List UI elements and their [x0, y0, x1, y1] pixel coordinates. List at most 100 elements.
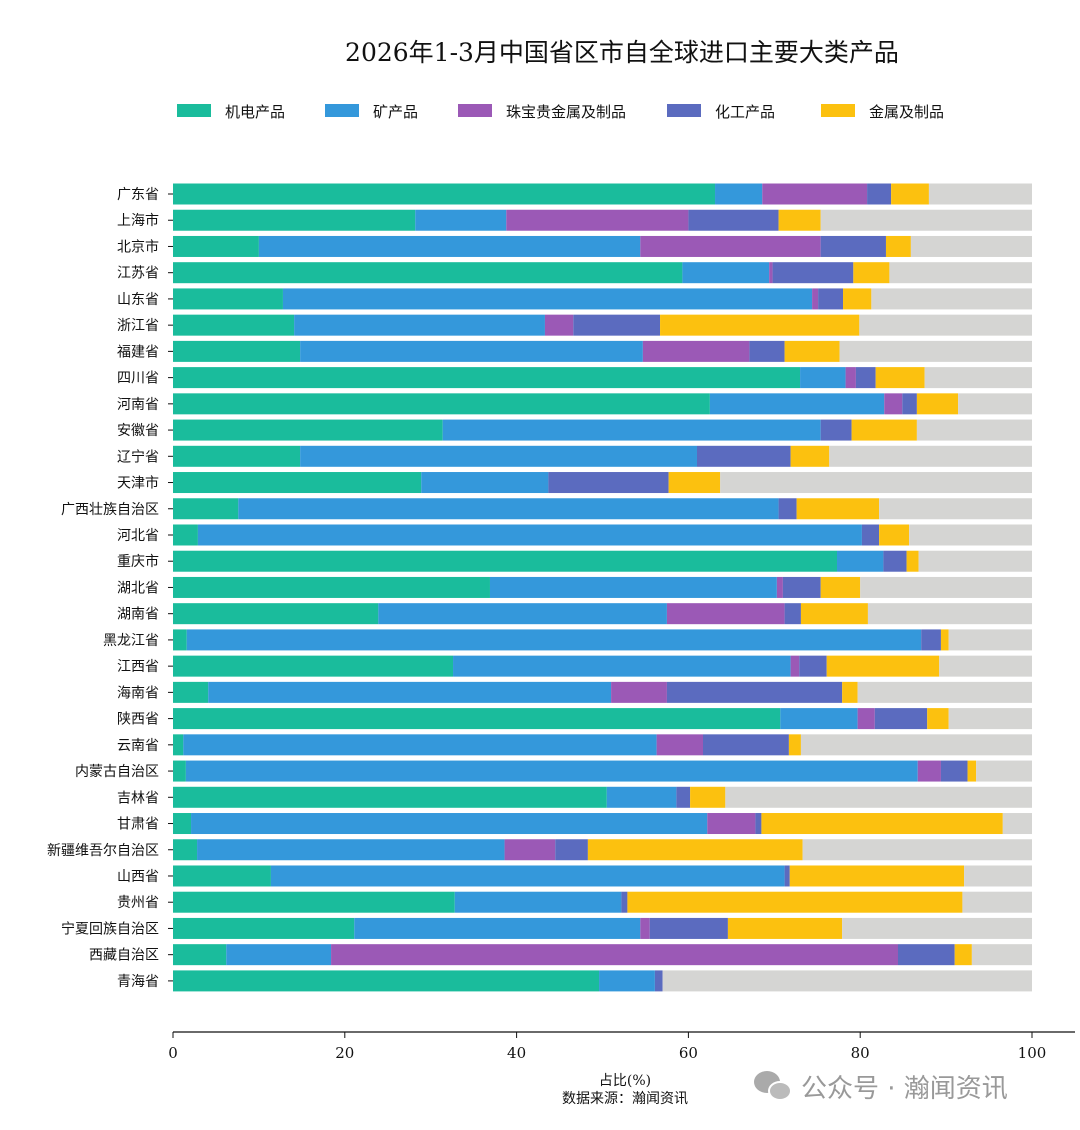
bar-segment — [812, 288, 819, 310]
bar-segment — [845, 367, 856, 389]
bar-remainder — [871, 288, 1032, 310]
y-tick-label: 西藏自治区 — [89, 948, 159, 964]
legend-label: 化工产品 — [715, 103, 775, 121]
bar-segment — [875, 367, 925, 389]
legend-swatch — [325, 104, 359, 117]
bar-segment — [587, 839, 803, 861]
bar-segment — [778, 498, 797, 520]
y-tick-label: 内蒙古自治区 — [75, 764, 159, 780]
bar-segment — [874, 708, 928, 730]
bar-segment — [354, 917, 641, 939]
bar-segment — [611, 681, 667, 703]
bar-remainder — [924, 367, 1032, 389]
bar-segment — [921, 629, 941, 651]
bar-segment — [897, 944, 955, 966]
y-tick-label: 重庆市 — [117, 553, 159, 570]
bar-segment — [855, 367, 876, 389]
bar-remainder — [879, 498, 1032, 520]
y-tick-label: 山西省 — [117, 869, 159, 885]
bar-segment — [789, 865, 965, 887]
bar-segment — [270, 865, 785, 887]
bar-segment — [799, 655, 827, 677]
bar-remainder — [948, 629, 1032, 651]
x-tick-label: 100 — [1018, 1044, 1047, 1062]
bar-segment — [778, 209, 821, 231]
bar-segment — [173, 970, 600, 992]
bar-segment — [902, 393, 917, 415]
bar-segment — [300, 445, 697, 467]
bar-segment — [879, 524, 910, 546]
bar-remainder — [802, 839, 1032, 861]
bar-segment — [784, 865, 790, 887]
bar-segment — [173, 576, 490, 598]
bar-segment — [867, 183, 892, 205]
bar-segment — [967, 760, 977, 782]
bar-segment — [173, 629, 187, 651]
bar-segment — [666, 603, 785, 625]
bar-segment — [800, 603, 868, 625]
bar-segment — [682, 262, 770, 284]
y-tick-label: 山东省 — [117, 292, 159, 308]
bar-segment — [940, 760, 968, 782]
bar-segment — [548, 472, 669, 494]
bar-segment — [906, 550, 919, 572]
bar-remainder — [720, 472, 1032, 494]
bar-segment — [642, 340, 750, 362]
bar-segment — [173, 419, 443, 441]
bar-remainder — [958, 393, 1032, 415]
y-tick-label: 云南省 — [117, 738, 159, 754]
bar-segment — [621, 891, 628, 913]
bar-segment — [173, 944, 227, 966]
bar-remainder — [928, 183, 1032, 205]
bar-segment — [544, 314, 574, 336]
bar-remainder — [889, 262, 1032, 284]
y-axis-labels: 广东省上海市北京市江苏省山东省浙江省福建省四川省河南省安徽省辽宁省天津市广西壮族… — [47, 187, 173, 990]
bar-remainder — [916, 419, 1032, 441]
bar-segment — [690, 786, 726, 808]
bar-segment — [173, 235, 259, 257]
wechat-icon — [754, 1071, 792, 1101]
bar-segment — [504, 839, 556, 861]
chart-title: 2026年1-3月中国省区市自全球进口主要大类产品 — [345, 38, 899, 67]
y-tick-label: 江西省 — [117, 659, 159, 675]
bar-segment — [173, 262, 683, 284]
bar-segment — [842, 681, 858, 703]
bar-segment — [173, 708, 781, 730]
bar-segment — [606, 786, 677, 808]
bar-segment — [776, 576, 783, 598]
bar-segment — [885, 235, 911, 257]
bar-segment — [415, 209, 507, 231]
bar-segment — [173, 839, 198, 861]
legend-swatch — [821, 104, 855, 117]
bar-segment — [884, 393, 903, 415]
bar-remainder — [971, 944, 1032, 966]
legend-label: 机电产品 — [225, 103, 285, 121]
y-tick-label: 新疆维吾尔自治区 — [47, 843, 159, 859]
y-tick-label: 青海省 — [117, 974, 159, 990]
y-tick-label: 四川省 — [117, 371, 159, 387]
bar-segment — [208, 681, 612, 703]
bar-remainder — [918, 550, 1032, 572]
bar-segment — [727, 917, 843, 939]
bar-segment — [640, 235, 821, 257]
bar-segment — [173, 603, 379, 625]
bar-segment — [173, 367, 801, 389]
source-note: 数据来源：瀚闻资讯 — [562, 1091, 688, 1107]
y-tick-label: 陕西省 — [117, 712, 159, 728]
bar-segment — [769, 262, 773, 284]
bar-segment — [173, 550, 838, 572]
x-tick-label: 0 — [168, 1044, 178, 1062]
bar-segment — [183, 734, 657, 756]
bar-remainder — [867, 603, 1032, 625]
bar-segment — [454, 891, 622, 913]
y-tick-label: 北京市 — [117, 238, 159, 255]
bar-segment — [555, 839, 588, 861]
bar-segment — [640, 917, 650, 939]
bar-segment — [599, 970, 655, 992]
bar-segment — [173, 288, 283, 310]
bar-remainder — [857, 681, 1032, 703]
y-tick-label: 湖南省 — [117, 607, 159, 623]
legend-swatch — [667, 104, 701, 117]
bar-segment — [627, 891, 963, 913]
